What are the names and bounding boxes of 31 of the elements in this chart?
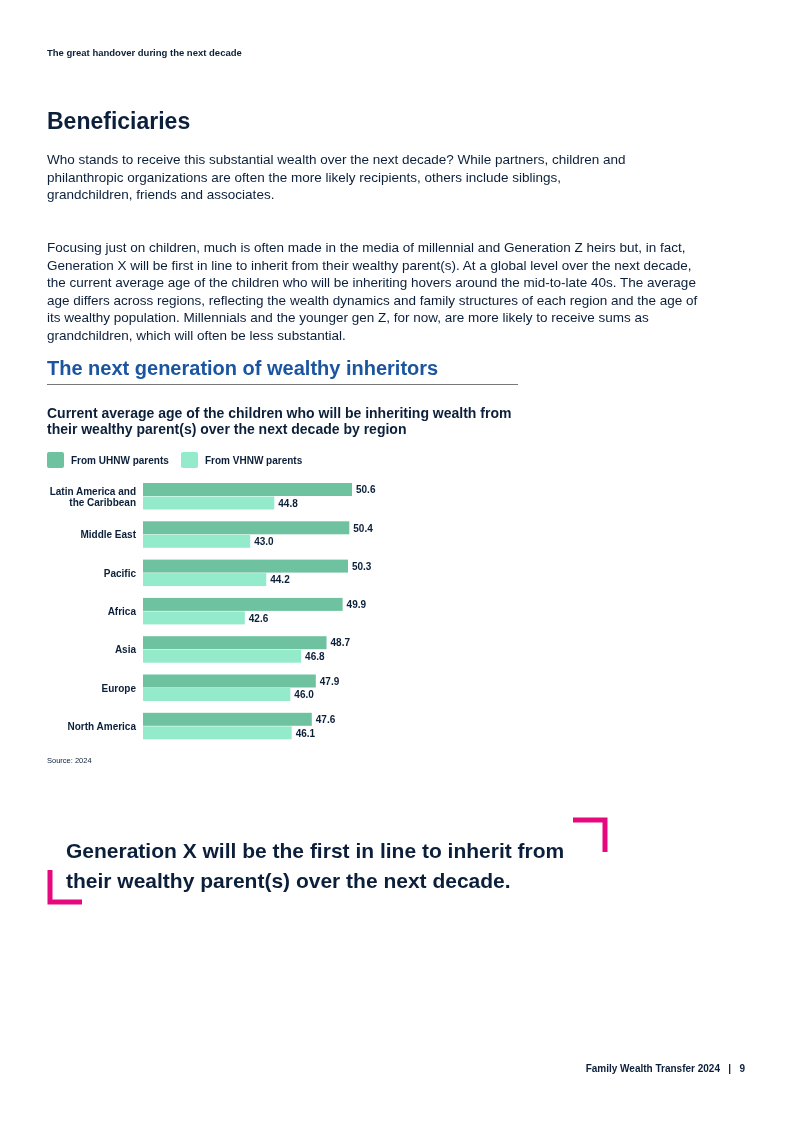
y-tick-label: Pacific — [103, 567, 137, 579]
y-tick-label: Asia — [114, 644, 137, 656]
text: Family Wealth Transfer 2024 | 9 — [585, 1063, 746, 1074]
data-label: 46.8 — [305, 650, 325, 662]
data-label: 46.0 — [294, 689, 315, 701]
data-label: 42.6 — [248, 612, 269, 624]
chart-title: The next generation of wealthy inheritors — [47, 357, 439, 379]
y-tick-label: North America — [67, 720, 137, 732]
text: The great handover during the next decade — [47, 47, 242, 58]
text: Focusing just on children, much is often made in the media of millennial and Generation Z heirs but, in fact, Generation X will be first in line to inherit from their wealthy parent(s). At a global level over the next decade, the current average age of the children who will be inheriting hovers around the mid-to-late 40s. The average age differs across regions, reflecting the wealth dynamics and family structures of each region and the age of its wealthy population. Millennials and the younger gen Z, for now, are more likely to receive sums as grandchildren, which will often be less substantial. — [47, 240, 698, 343]
data-label: 49.9 — [346, 599, 367, 611]
y-tick-label: Africa — [107, 605, 137, 617]
data-label: 50.6 — [356, 484, 376, 496]
data-label: 46.1 — [295, 727, 316, 739]
chart-subtitle: Current average age of the children who will be inheriting wealth from their wealthy parent(s) over the next decade by region — [47, 405, 512, 437]
data-label: 50.4 — [353, 522, 374, 534]
y-tick-label: Middle East — [80, 529, 137, 541]
y-tick-label: Latin America and the Caribbean — [49, 485, 136, 508]
text: Who stands to receive this substantial wealth over the next decade? While partners, children and philanthropic organizations are often the more likely recipients, others include siblings, grandchildren, friends and associates. — [47, 152, 626, 202]
text: Generation X will be the first in line to inherit from their wealthy parent(s) over the next decade. — [66, 839, 565, 892]
text: Beneficiaries — [47, 108, 191, 134]
data-label: 47.6 — [315, 714, 336, 726]
data-label: 43.0 — [254, 536, 275, 548]
legend-label: From VHNW parents — [205, 455, 303, 466]
data-label: 44.2 — [270, 574, 291, 586]
data-label: 44.8 — [278, 497, 299, 509]
data-label: 47.9 — [319, 675, 340, 687]
y-tick-label: Europe — [101, 682, 137, 694]
data-label: 48.7 — [330, 637, 351, 649]
data-label: 50.3 — [351, 560, 372, 572]
legend-label: From UHNW parents — [71, 455, 170, 466]
